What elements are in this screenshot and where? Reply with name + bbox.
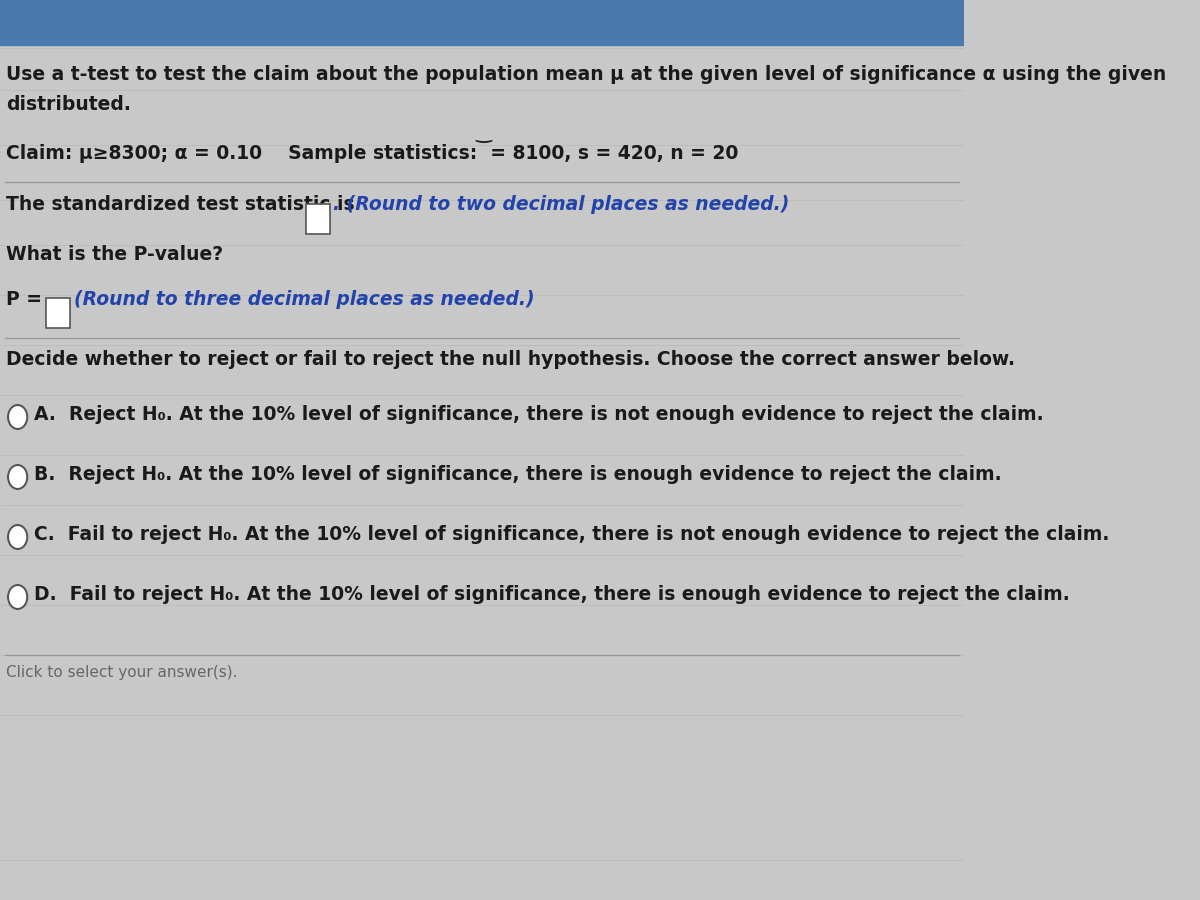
Text: D.  Fail to reject H₀. At the 10% level of significance, there is enough evidenc: D. Fail to reject H₀. At the 10% level o… xyxy=(34,585,1069,604)
Circle shape xyxy=(8,525,28,549)
Text: Click to select your answer(s).: Click to select your answer(s). xyxy=(6,665,238,680)
Circle shape xyxy=(8,585,28,609)
Text: distributed.: distributed. xyxy=(6,95,131,114)
Text: Use a t-test to test the claim about the population mean μ at the given level of: Use a t-test to test the claim about the… xyxy=(6,65,1166,84)
Text: Claim: μ≥8300; α = 0.10    Sample statistics: ͝ = 8100, s = 420, n = 20: Claim: μ≥8300; α = 0.10 Sample statistic… xyxy=(6,140,739,163)
Text: Decide whether to reject or fail to reject the null hypothesis. Choose the corre: Decide whether to reject or fail to reje… xyxy=(6,350,1015,369)
Text: C.  Fail to reject H₀. At the 10% level of significance, there is not enough evi: C. Fail to reject H₀. At the 10% level o… xyxy=(34,525,1109,544)
Text: . (Round to two decimal places as needed.): . (Round to two decimal places as needed… xyxy=(334,195,790,214)
Text: What is the P-value?: What is the P-value? xyxy=(6,245,223,264)
Text: The standardized test statistic is: The standardized test statistic is xyxy=(6,195,355,214)
Bar xyxy=(0,0,964,45)
Circle shape xyxy=(8,465,28,489)
Text: (Round to three decimal places as needed.): (Round to three decimal places as needed… xyxy=(74,290,534,309)
FancyBboxPatch shape xyxy=(46,298,70,328)
Text: P =: P = xyxy=(6,290,42,309)
Text: A.  Reject H₀. At the 10% level of significance, there is not enough evidence to: A. Reject H₀. At the 10% level of signif… xyxy=(34,405,1043,424)
FancyBboxPatch shape xyxy=(306,204,330,234)
Circle shape xyxy=(8,405,28,429)
Text: B.  Reject H₀. At the 10% level of significance, there is enough evidence to rej: B. Reject H₀. At the 10% level of signif… xyxy=(34,465,1001,484)
